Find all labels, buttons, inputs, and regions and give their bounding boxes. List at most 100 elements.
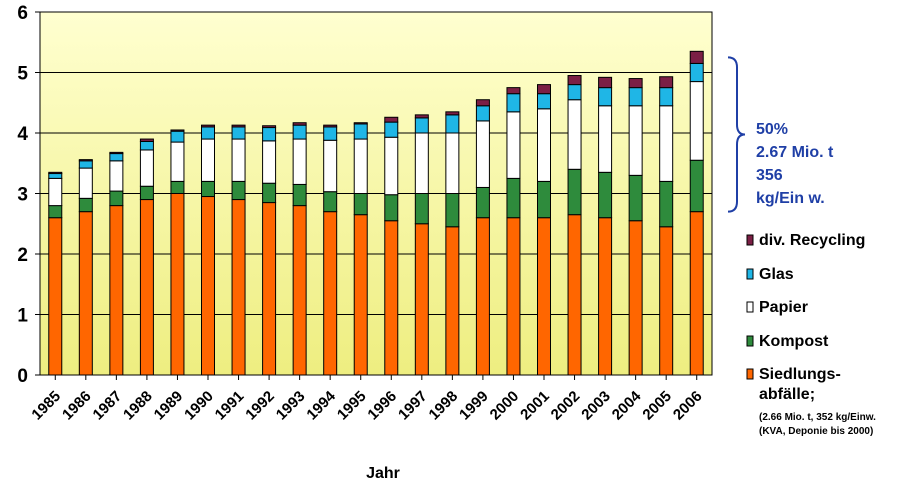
x-tick-label: 2000: [487, 388, 523, 424]
bar-segment: [475, 186, 490, 219]
legend-note: (2.66 Mio. t, 352 kg/Einw.: [759, 412, 876, 423]
x-tick-label: 2002: [548, 388, 584, 424]
legend-label: Siedlungs-: [759, 366, 841, 383]
bar-segment: [353, 193, 368, 216]
bar-segment: [567, 99, 582, 170]
bar-segment: [323, 124, 338, 128]
bar-segment: [414, 223, 429, 376]
bar-segment: [414, 132, 429, 194]
bar-segment: [323, 126, 338, 141]
bar-segment: [384, 220, 399, 376]
x-tick-label: 2004: [609, 387, 645, 423]
bar-segment: [353, 138, 368, 195]
bar-segment: [170, 180, 185, 194]
bar-segment: [323, 211, 338, 376]
bar-segment: [170, 130, 185, 143]
legend-swatch: [746, 301, 754, 313]
annotation-line: 2.67 Mio. t: [756, 144, 834, 161]
bar-segment: [537, 108, 551, 182]
bar-segment: [262, 125, 277, 129]
bar-segment: [475, 217, 490, 376]
x-tick-label: 1995: [334, 388, 370, 424]
x-tick-label: 1990: [181, 388, 217, 424]
bar-segment: [78, 211, 93, 376]
bar-segment: [537, 217, 551, 376]
bar-segment: [414, 193, 429, 225]
y-tick-labels: 0 1 2 3 4 5 6: [17, 3, 28, 387]
bar-segment: [598, 217, 613, 376]
bar-segment: [506, 177, 521, 219]
bar-segment: [201, 196, 215, 376]
annotation-line: 356: [756, 167, 783, 184]
bar-segment: [353, 122, 368, 125]
bar-segment: [598, 76, 613, 89]
legend-label: Kompost: [759, 333, 829, 350]
bar-segment: [384, 121, 399, 138]
bar-segment: [139, 140, 154, 151]
bar-segment: [506, 87, 521, 95]
x-tick-label: 1987: [90, 388, 126, 424]
bar-segment: [659, 180, 674, 228]
bar-segment: [231, 126, 246, 140]
bar-segment: [231, 180, 246, 201]
annotation: 50% 2.67 Mio. t 356 kg/Ein w.: [727, 56, 834, 213]
bar-segment: [445, 226, 460, 376]
x-tick-label: 2003: [578, 388, 614, 424]
x-tick-label: 1986: [59, 388, 95, 424]
axes: [39, 11, 713, 380]
bar-segment: [109, 153, 124, 162]
bar-segment: [48, 171, 63, 175]
x-tick-label: 1998: [426, 388, 462, 424]
bar-segment: [567, 84, 582, 101]
bar-segment: [201, 124, 215, 128]
y-tick-label: 5: [17, 64, 28, 85]
bar-segment: [231, 124, 246, 128]
legend-swatch: [746, 234, 754, 246]
x-tick-label: 1993: [273, 388, 309, 424]
bar-segment: [445, 111, 460, 116]
bar-segment: [445, 193, 460, 228]
bar-segment: [323, 191, 338, 213]
bar-segment: [292, 183, 307, 207]
bar-segment: [689, 50, 704, 64]
bar-segment: [292, 124, 307, 140]
y-tick-label: 2: [17, 245, 28, 266]
bar-segment: [384, 194, 399, 222]
bar-segment: [170, 141, 185, 182]
bar-segment: [414, 117, 429, 134]
bar-segment: [139, 149, 154, 187]
bar-segment: [689, 211, 704, 376]
bar-segment: [628, 174, 643, 222]
legend-label: Papier: [759, 299, 808, 316]
bars: [48, 50, 704, 376]
brace-icon: [727, 56, 746, 213]
y-tick-label: 6: [17, 3, 28, 24]
bar-segment: [689, 159, 704, 213]
legend-label: Glas: [759, 266, 794, 283]
x-tick-labels: 1985198619871988198919901991199219931994…: [28, 387, 705, 423]
bar-segment: [506, 93, 521, 113]
y-tick-label: 4: [17, 124, 28, 145]
x-tick-label: 1997: [395, 388, 431, 424]
bar-segment: [353, 214, 368, 376]
bar-segment: [201, 126, 215, 140]
bar-segment: [445, 114, 460, 134]
bar-segment: [628, 78, 643, 89]
bar-segment: [109, 151, 124, 155]
y-tick-label: 3: [17, 185, 28, 206]
x-tick-label: 2005: [639, 388, 675, 424]
bar-segment: [78, 159, 93, 162]
x-tick-label: 1989: [151, 388, 187, 424]
x-axis-label: Jahr: [366, 465, 400, 482]
bar-segment: [659, 105, 674, 182]
bar-segment: [323, 139, 338, 193]
annotation-line: kg/Ein w.: [756, 190, 825, 207]
bar-segment: [628, 87, 643, 107]
bar-segment: [109, 190, 124, 207]
bar-segment: [475, 120, 490, 188]
bar-segment: [567, 75, 582, 86]
bar-segment: [445, 132, 460, 194]
bar-segment: [506, 111, 521, 179]
bar-segment: [384, 136, 399, 196]
